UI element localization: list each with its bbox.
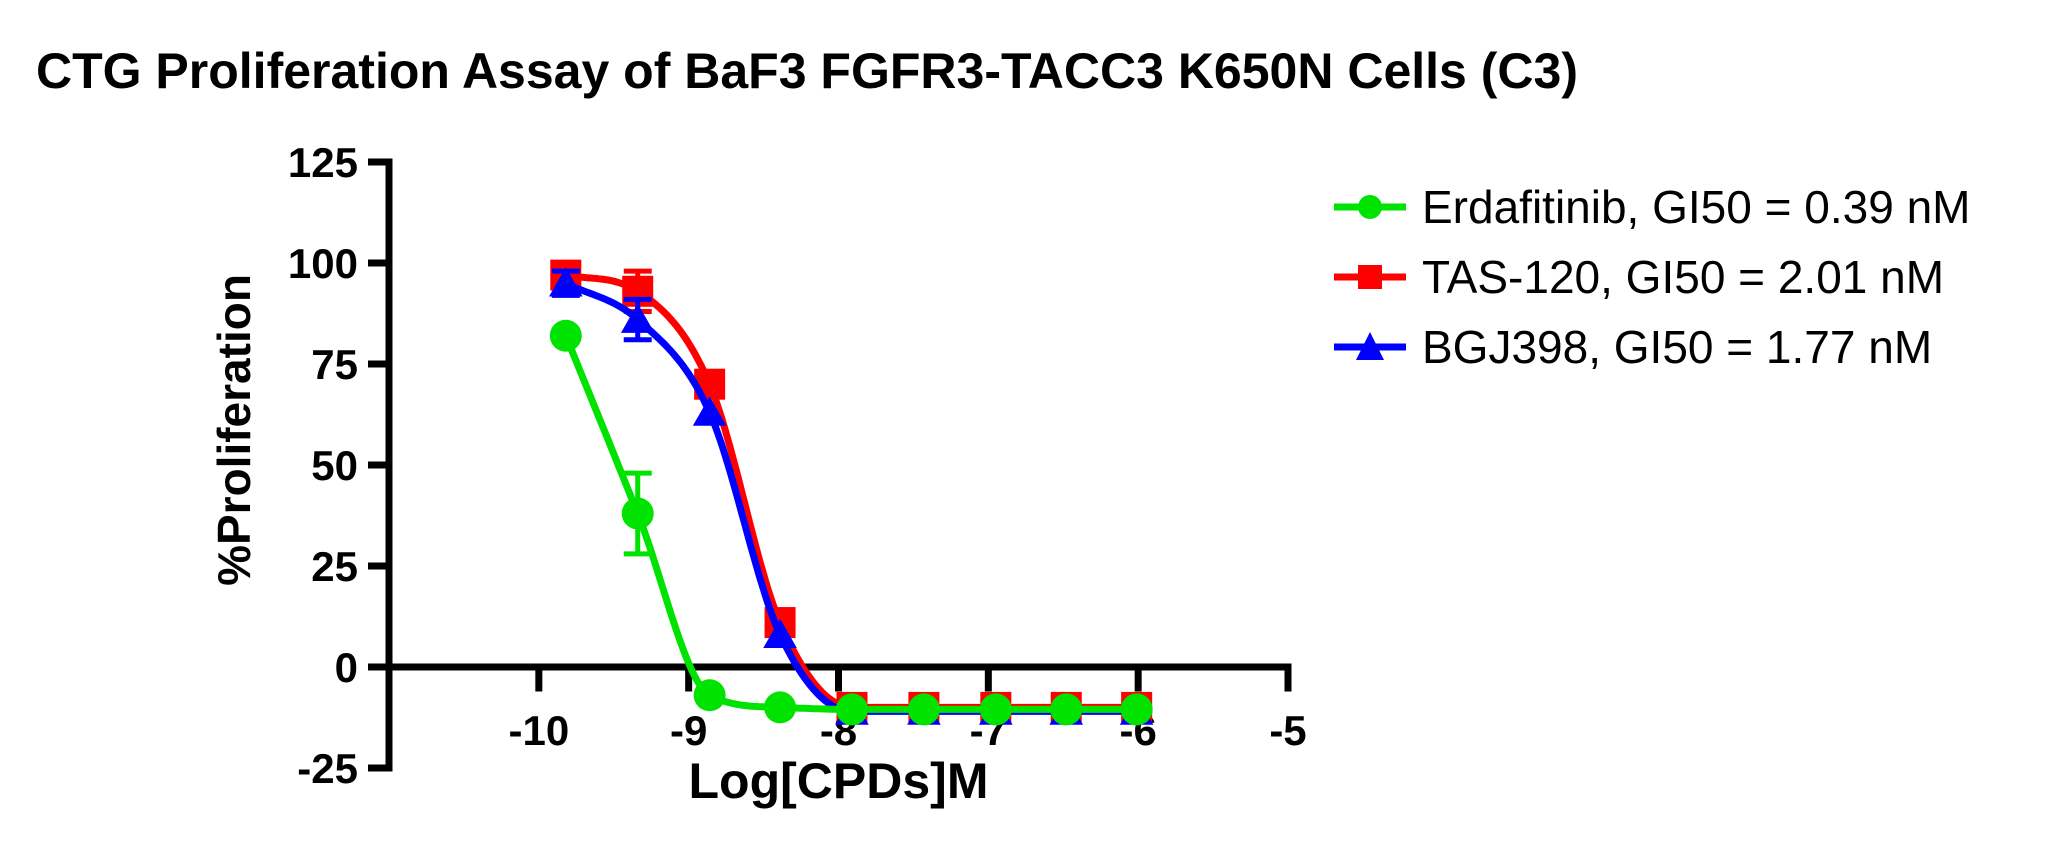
- legend-label-tas120: TAS-120, GI50 = 2.01 nM: [1422, 251, 1945, 303]
- data-point-marker: [549, 267, 583, 297]
- y-tick-label: 50: [311, 442, 358, 489]
- data-point-marker: [692, 396, 727, 426]
- chart-title: CTG Proliferation Assay of BaF3 FGFR3-TA…: [36, 43, 1578, 99]
- data-point-marker: [1120, 693, 1153, 726]
- y-axis-title: %Proliferation: [208, 274, 260, 586]
- data-point-marker: [693, 679, 726, 712]
- y-tick-label: -25: [297, 745, 358, 792]
- x-tick-label: -9: [670, 707, 707, 754]
- legend-item-erdafitinib: Erdafitinib, GI50 = 0.39 nM: [1332, 181, 1970, 233]
- legend-label-bgj398: BGJ398, GI50 = 1.77 nM: [1422, 321, 1933, 373]
- legend-marker: [1358, 195, 1382, 219]
- data-point-marker: [549, 319, 582, 352]
- y-tick-label: 125: [288, 139, 358, 186]
- legend-item-tas120: TAS-120, GI50 = 2.01 nM: [1332, 251, 1944, 303]
- y-tick-label: 100: [288, 240, 358, 287]
- data-point-marker: [835, 693, 868, 726]
- y-tick-label: 0: [335, 644, 358, 691]
- y-tick-label: 75: [311, 341, 358, 388]
- data-point-marker: [907, 693, 940, 726]
- series-curve-bgj398: [562, 279, 1141, 715]
- y-tick-label: 25: [311, 543, 358, 590]
- x-axis-title: Log[CPDs]M: [689, 753, 989, 809]
- data-point-marker: [764, 691, 797, 724]
- x-tick-label: -5: [1269, 707, 1306, 754]
- circle-marker-icon: [1334, 195, 1406, 219]
- data-point-marker: [979, 693, 1012, 726]
- triangle-marker-icon: [1334, 332, 1406, 360]
- legend-marker: [1356, 332, 1384, 360]
- legend-label-erdafitinib: Erdafitinib, GI50 = 0.39 nM: [1422, 181, 1971, 233]
- legend-marker: [1358, 265, 1382, 289]
- series-curve-erdafitinib: [562, 332, 1141, 713]
- square-marker-icon: [1334, 265, 1406, 289]
- data-point-marker: [763, 618, 797, 648]
- data-point-marker: [1050, 693, 1083, 726]
- data-point-marker: [621, 497, 654, 530]
- data-point-marker: [620, 303, 655, 333]
- legend-item-bgj398: BGJ398, GI50 = 1.77 nM: [1332, 321, 1932, 373]
- x-tick-label: -10: [508, 707, 569, 754]
